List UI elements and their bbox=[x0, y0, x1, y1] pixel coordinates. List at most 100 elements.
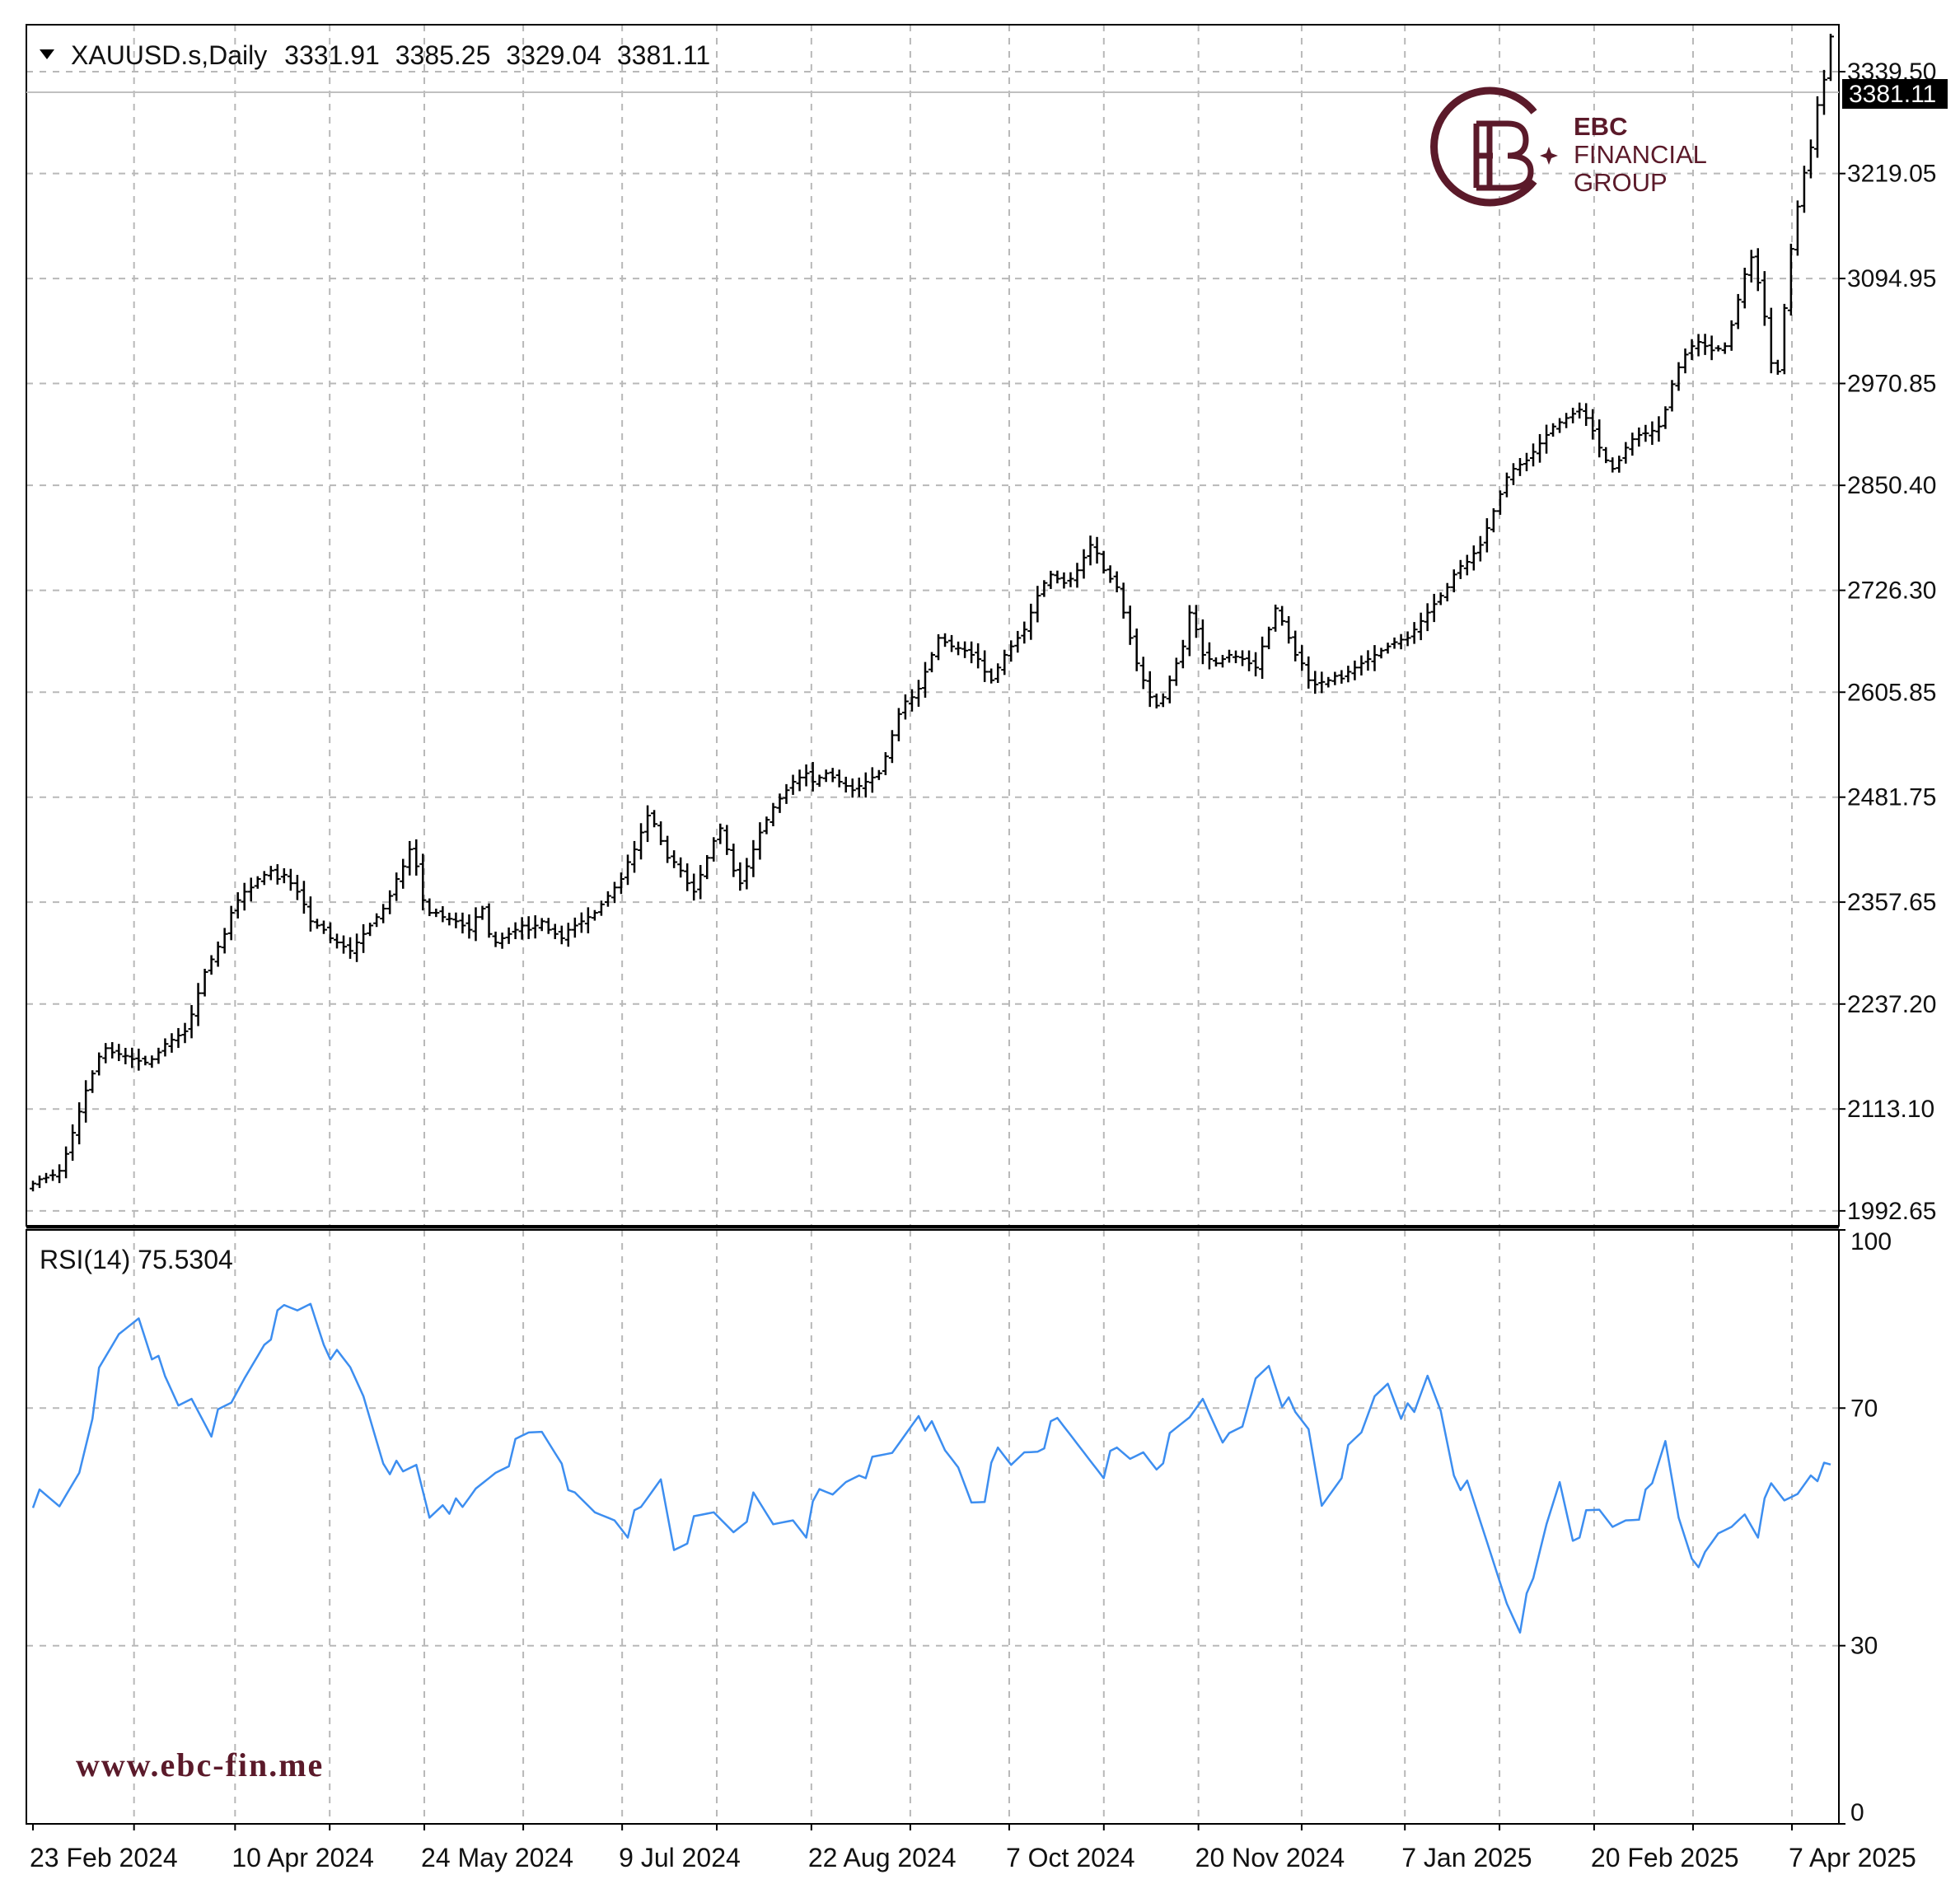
price-bar bbox=[1794, 200, 1801, 256]
price-bar bbox=[935, 633, 943, 661]
price-bar bbox=[1642, 424, 1649, 442]
price-bar bbox=[1252, 652, 1260, 677]
price-bar bbox=[287, 868, 294, 891]
price-bar bbox=[43, 1172, 50, 1184]
high-value: 3385.25 bbox=[395, 40, 491, 70]
price-bar bbox=[326, 922, 334, 944]
price-bar bbox=[862, 772, 869, 798]
price-bar bbox=[888, 730, 896, 764]
price-bar bbox=[1008, 640, 1015, 662]
price-bar bbox=[1714, 345, 1722, 352]
price-bar bbox=[1378, 647, 1385, 659]
price-bar bbox=[1371, 645, 1378, 671]
price-bar bbox=[783, 783, 790, 804]
price-bar bbox=[1113, 571, 1120, 593]
chart-header: XAUUSD.s,Daily 3331.91 3385.25 3329.04 3… bbox=[71, 40, 710, 70]
price-bar bbox=[1159, 693, 1167, 708]
price-bar bbox=[1747, 250, 1755, 283]
price-bar bbox=[63, 1146, 70, 1179]
collapse-triangle-icon[interactable] bbox=[40, 49, 54, 59]
price-bar bbox=[380, 904, 387, 923]
price-bar bbox=[227, 905, 235, 941]
price-bar bbox=[188, 1005, 195, 1039]
price-bar bbox=[347, 937, 354, 959]
price-bar bbox=[1424, 603, 1431, 632]
price-bar bbox=[631, 840, 639, 873]
rsi-axis: 100 70 30 0 bbox=[1839, 1228, 1892, 1826]
price-bar bbox=[1351, 660, 1359, 680]
price-bar bbox=[1345, 666, 1352, 683]
low-value: 3329.04 bbox=[506, 40, 601, 70]
price-bar bbox=[1550, 423, 1557, 437]
price-bar bbox=[816, 774, 823, 788]
price-bar bbox=[400, 858, 407, 889]
price-bar bbox=[730, 844, 737, 877]
price-bar bbox=[1675, 362, 1682, 391]
price-bar bbox=[274, 864, 281, 885]
price-bar bbox=[704, 854, 711, 880]
price-bar bbox=[1285, 616, 1293, 644]
rsi-header: RSI(14) 75.5304 bbox=[40, 1245, 233, 1274]
time-tick-label: 7 Jan 2025 bbox=[1401, 1843, 1532, 1872]
price-bar bbox=[1443, 582, 1451, 601]
price-bar bbox=[882, 752, 889, 775]
logo-line2: FINANCIAL bbox=[1574, 140, 1707, 169]
rsi-line bbox=[31, 1302, 1831, 1634]
price-bar bbox=[822, 769, 830, 783]
price-bar bbox=[260, 871, 268, 886]
price-bar bbox=[929, 652, 935, 673]
current-price-label: 3381.11 bbox=[1849, 81, 1936, 108]
price-bar bbox=[610, 881, 618, 904]
price-bar bbox=[1417, 612, 1424, 641]
price-bar bbox=[168, 1033, 175, 1053]
time-tick-label: 20 Nov 2024 bbox=[1195, 1843, 1345, 1872]
price-bar bbox=[1483, 518, 1490, 553]
price-bar bbox=[789, 774, 797, 795]
price-bar bbox=[921, 661, 929, 698]
price-bar bbox=[809, 761, 816, 792]
price-bar bbox=[181, 1022, 189, 1044]
price-bar bbox=[1800, 166, 1808, 213]
price-bar bbox=[1609, 457, 1616, 473]
price-bar bbox=[617, 872, 624, 895]
price-bar bbox=[644, 805, 652, 843]
price-bar bbox=[1100, 550, 1107, 574]
price-bar bbox=[571, 917, 578, 938]
price-bar bbox=[30, 1180, 36, 1192]
price-bar bbox=[1695, 334, 1702, 357]
price-tick-label: 2357.65 bbox=[1847, 889, 1936, 916]
price-bar bbox=[1583, 403, 1590, 427]
price-bar bbox=[1054, 570, 1061, 584]
price-bar bbox=[1166, 676, 1173, 704]
price-bar bbox=[360, 923, 367, 953]
price-bar bbox=[1490, 507, 1497, 533]
price-bar bbox=[1509, 463, 1517, 485]
price-tick-label: 2605.85 bbox=[1847, 679, 1936, 706]
price-bar bbox=[723, 825, 731, 855]
price-plot-border bbox=[26, 24, 1840, 1227]
price-bar bbox=[624, 854, 631, 886]
price-bar bbox=[1325, 676, 1332, 688]
price-bar bbox=[1503, 472, 1510, 498]
price-bar bbox=[194, 983, 202, 1026]
current-price-box bbox=[1842, 79, 1948, 109]
price-bar bbox=[1014, 630, 1022, 653]
price-bar bbox=[1596, 419, 1603, 458]
price-bar bbox=[684, 863, 691, 891]
price-bar bbox=[1780, 303, 1788, 375]
price-bar bbox=[835, 769, 843, 788]
symbol-label: XAUUSD.s,Daily bbox=[71, 40, 267, 70]
price-tick-label: 2237.20 bbox=[1847, 991, 1936, 1018]
website-url: www.ebc-fin.me bbox=[76, 1746, 324, 1783]
price-bar bbox=[1126, 605, 1134, 645]
price-bar bbox=[1767, 307, 1775, 374]
time-tick-label: 20 Feb 2025 bbox=[1591, 1843, 1739, 1872]
price-bar bbox=[1741, 267, 1748, 309]
price-bar bbox=[968, 641, 975, 664]
price-bar bbox=[1172, 657, 1180, 686]
price-bar bbox=[564, 923, 572, 947]
price-tick-label: 2850.40 bbox=[1847, 472, 1936, 499]
price-bar bbox=[1728, 320, 1735, 351]
price-bar bbox=[1516, 458, 1523, 476]
price-bar bbox=[1358, 655, 1365, 676]
